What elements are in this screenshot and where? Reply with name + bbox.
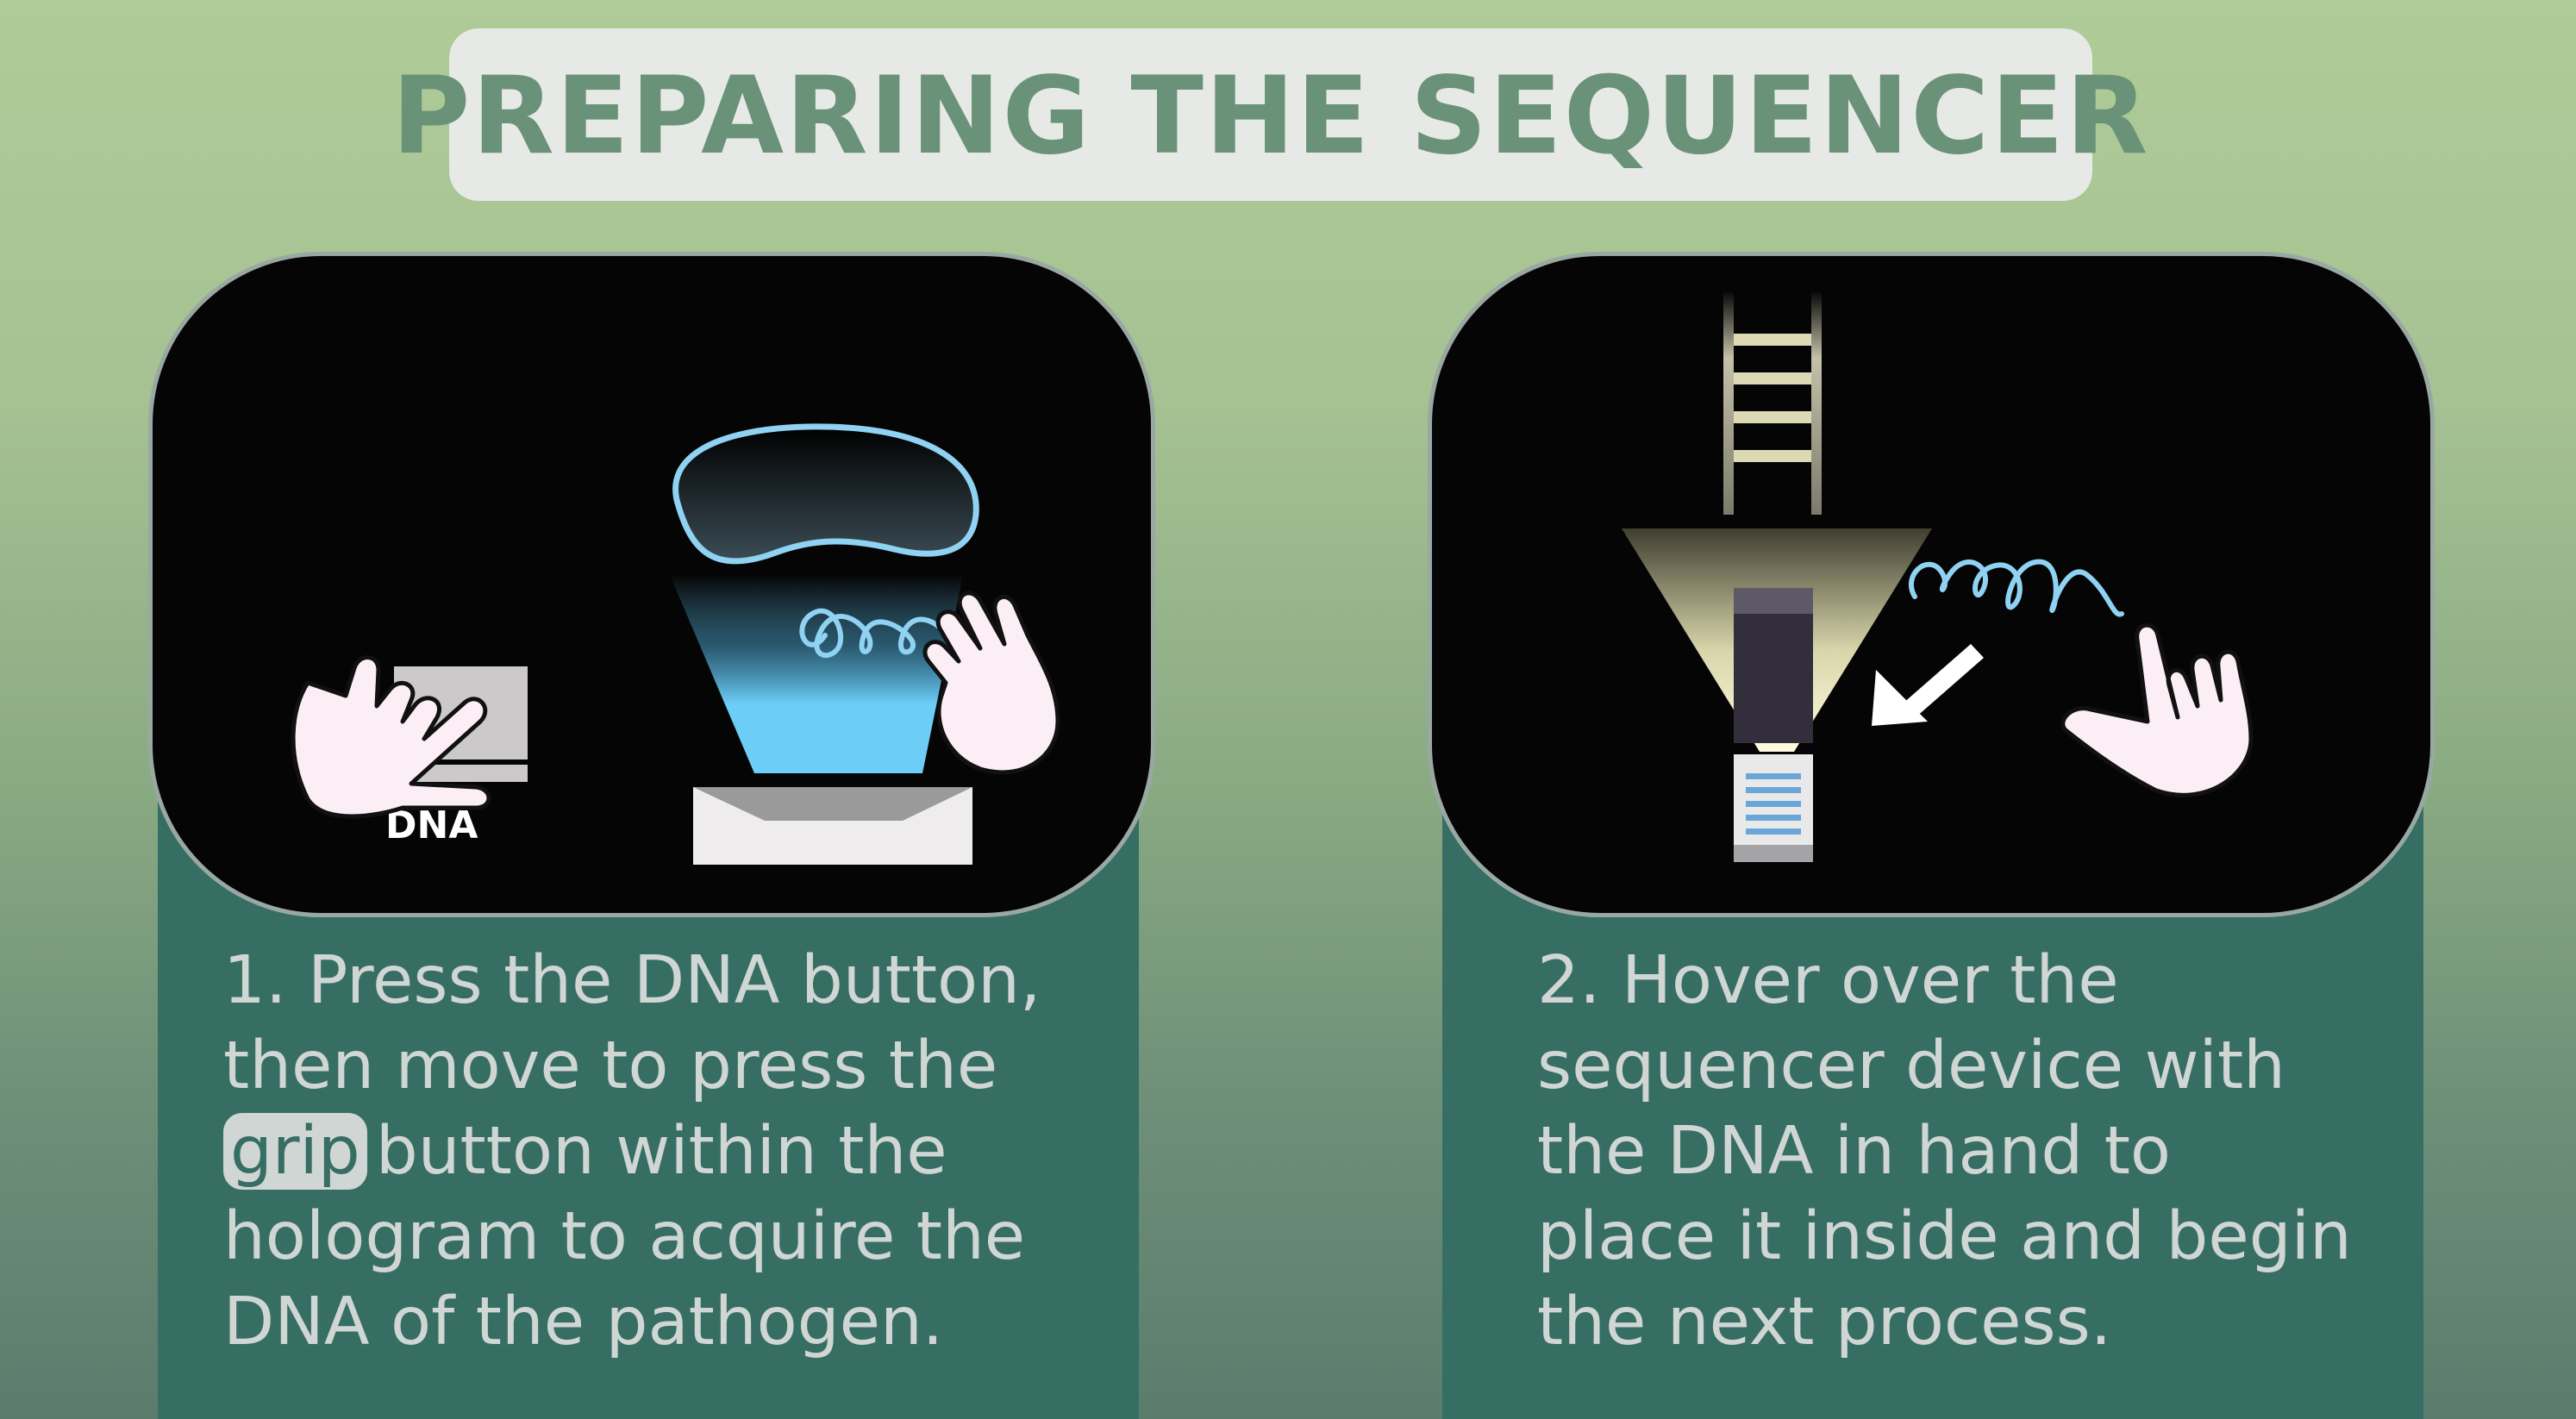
grip-button-chip: grip (223, 1113, 367, 1190)
hand-icon (2060, 622, 2254, 797)
dna-ladder-icon (1723, 291, 1822, 515)
pointing-hand-icon (291, 655, 491, 819)
step-2-illustration (1428, 252, 2435, 917)
step-1-line: grip button within the (223, 1109, 1041, 1194)
step-2-line: the DNA in hand to (1537, 1113, 2171, 1190)
step-1-line: then move to press the (223, 1028, 998, 1104)
arrow-icon (1872, 644, 1984, 726)
step-2-line: sequencer device with (1537, 1028, 2285, 1104)
step-1-scene: DNA (291, 423, 1060, 865)
step-1-line-rest: button within the (375, 1113, 947, 1190)
step-1-instructions: 1. Press the DNA button, then move to pr… (223, 938, 1041, 1365)
dna-strand-icon (1908, 559, 2124, 617)
hologram-beam (670, 575, 963, 773)
step-2-scene (1622, 291, 2254, 862)
step-1-line: DNA of the pathogen. (223, 1284, 944, 1360)
dna-blob-icon (672, 423, 979, 565)
step-1-illustration: DNA (148, 252, 1155, 917)
sequencer-device-icon (1734, 588, 1813, 862)
dna-strand-icon (799, 608, 953, 659)
step-1-line: hologram to acquire the (223, 1198, 1026, 1275)
dna-button-label: DNA (385, 803, 478, 847)
step-2-line: place it inside and begin (1537, 1198, 2352, 1275)
page-title: PREPARING THE SEQUENCER (391, 54, 2150, 178)
title-banner: PREPARING THE SEQUENCER (392, 28, 2148, 201)
grabbing-hand-icon (922, 591, 1060, 775)
step-2-instructions: 2. Hover over the sequencer device with … (1537, 938, 2352, 1365)
hologram-base-icon (693, 787, 972, 865)
step-1-line: 1. Press the DNA button, (223, 942, 1041, 1019)
step-2-line: 2. Hover over the (1537, 942, 2119, 1019)
step-2-line: the next process. (1537, 1284, 2112, 1360)
